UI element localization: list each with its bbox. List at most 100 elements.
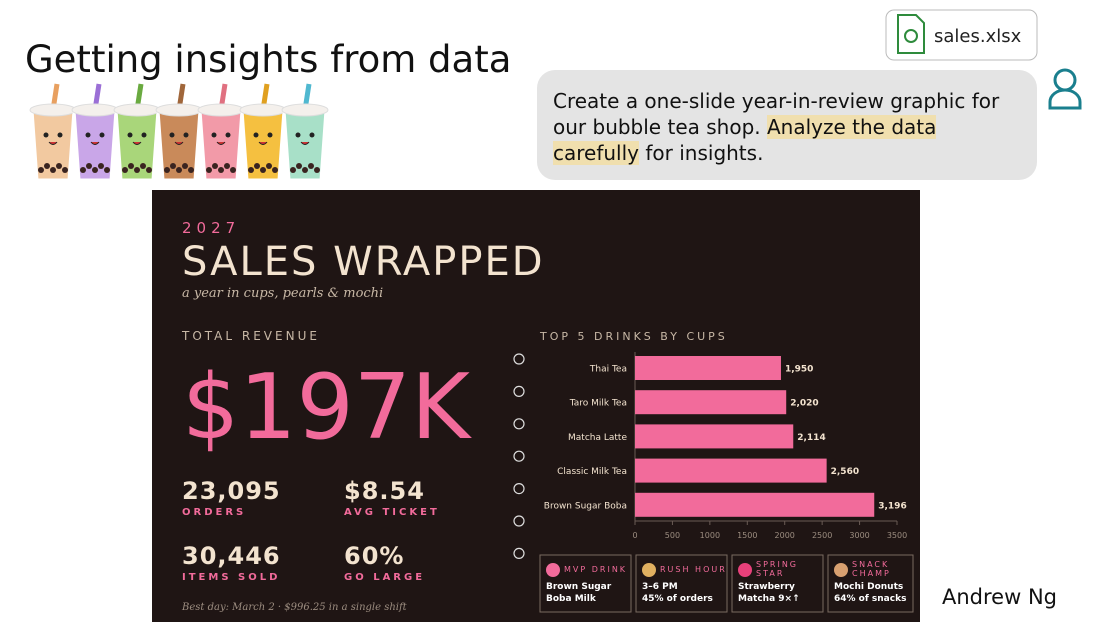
value-label: 2,560	[831, 467, 859, 477]
cup-pearl	[182, 163, 188, 169]
ring-hole	[513, 515, 525, 527]
cup-pearl	[44, 163, 50, 169]
card-box	[731, 554, 824, 613]
cup-eye	[253, 132, 259, 138]
file-icon-mark	[904, 29, 918, 43]
revenue-label: TOTAL REVENUE	[181, 329, 320, 343]
y-tick-label: Brown Sugar Boba	[544, 501, 627, 511]
boba-illustration	[29, 83, 329, 182]
value-label: 3,196	[878, 501, 906, 511]
insight-cards: MVP DRINK Brown Sugar Boba Milk RUSH HOUR 3–…	[539, 554, 914, 613]
y-tick-label: Taro Milk Tea	[569, 399, 627, 409]
cup-eye	[211, 132, 217, 138]
cup-pearl	[260, 167, 266, 173]
card-label: RUSH HOUR	[660, 565, 727, 574]
bar	[635, 424, 794, 449]
x-tick-label: 3000	[849, 531, 869, 540]
slide-bg	[152, 190, 920, 622]
cup-pearl	[230, 167, 236, 173]
cup-lid	[71, 103, 119, 117]
card-text: Strawberry	[738, 582, 795, 592]
card-label: STAR	[756, 569, 784, 578]
chat-text-part: Create a one-slide year-in-review graphi…	[553, 89, 1000, 139]
page-title: Getting insights from data	[25, 38, 511, 81]
card-text: 3–6 PM	[642, 582, 678, 592]
slide-title: SALES WRAPPED	[182, 239, 545, 285]
cup-eye	[295, 132, 301, 138]
cup-pearl	[302, 167, 308, 173]
file-name: sales.xlsx	[934, 26, 1022, 47]
bar	[635, 390, 787, 415]
cup-pearl	[38, 167, 44, 173]
file-icon	[897, 14, 925, 54]
cup-pearl	[140, 163, 146, 169]
cup-pearl	[56, 163, 62, 169]
x-tick-label: 0	[632, 531, 637, 540]
value-label: 2,020	[790, 399, 818, 409]
stat-value: 30,446	[182, 542, 281, 570]
card-label: SNACK	[852, 560, 889, 569]
stat-label: ITEMS SOLD	[182, 572, 280, 583]
cup-mouth	[132, 141, 142, 145]
stat-value: $8.54	[344, 477, 425, 505]
user-body	[1048, 88, 1082, 110]
cup-mouth	[216, 141, 226, 145]
bar	[635, 356, 781, 380]
cup-lid	[197, 103, 245, 117]
chart-title: TOP 5 DRINKS BY CUPS	[539, 330, 728, 343]
stat-value: 60%	[344, 542, 404, 570]
file-chip[interactable]: sales.xlsx	[885, 9, 1038, 61]
cup-eye	[127, 132, 133, 138]
cup-lid	[29, 103, 77, 117]
cup-pearl	[122, 167, 128, 173]
cup-pearl	[128, 163, 134, 169]
x-tick-label: 1000	[700, 531, 720, 540]
footnote: Best day: March 2 · $996.25 in a single …	[181, 602, 408, 613]
cup-pearl	[224, 163, 230, 169]
stat-label: ORDERS	[182, 507, 246, 518]
ring-hole	[513, 450, 525, 462]
cup-eye	[57, 132, 63, 138]
slide-subtitle: a year in cups, pearls & mochi	[182, 286, 383, 301]
cup-pearl	[218, 167, 224, 173]
year: 2027	[182, 219, 240, 237]
cup-pearl	[86, 163, 92, 169]
cup-pearl	[146, 167, 152, 173]
ring-hole	[513, 483, 525, 495]
cup-pearl	[164, 167, 170, 173]
cup-pearl	[176, 167, 182, 173]
x-tick-label: 2000	[775, 531, 795, 540]
slide: 2027 SALES WRAPPED a year in cups, pearl…	[152, 190, 920, 622]
stat-label: AVG TICKET	[344, 507, 440, 518]
chat-bubble: Create a one-slide year-in-review graphi…	[537, 70, 1037, 180]
cup-eye	[267, 132, 273, 138]
card-text: Boba Milk	[546, 594, 597, 604]
cup-pearl	[134, 167, 140, 173]
cup-pearl	[254, 163, 260, 169]
cup-pearl	[206, 167, 212, 173]
user-head	[1053, 68, 1077, 92]
y-tick-label: Matcha Latte	[568, 433, 627, 443]
cup-pearl	[170, 163, 176, 169]
cup-pearl	[188, 167, 194, 173]
cup-pearl	[50, 167, 56, 173]
ring-hole	[513, 385, 525, 397]
cup-eye	[183, 132, 189, 138]
revenue: $197K	[182, 355, 472, 460]
cup-lid	[281, 103, 329, 117]
stat-value: 23,095	[182, 477, 281, 505]
value-label: 1,950	[785, 365, 813, 375]
cup-pearl	[62, 167, 68, 173]
cup-pearl	[290, 167, 296, 173]
user-icon	[1048, 68, 1082, 110]
y-tick-label: Classic Milk Tea	[557, 467, 627, 477]
card-label: MVP DRINK	[564, 565, 627, 574]
cup-pearl	[104, 167, 110, 173]
cup-pearl	[248, 167, 254, 173]
cup-pearl	[296, 163, 302, 169]
cup-mouth	[90, 141, 100, 145]
cup-eye	[43, 132, 49, 138]
cup-mouth	[258, 141, 268, 145]
